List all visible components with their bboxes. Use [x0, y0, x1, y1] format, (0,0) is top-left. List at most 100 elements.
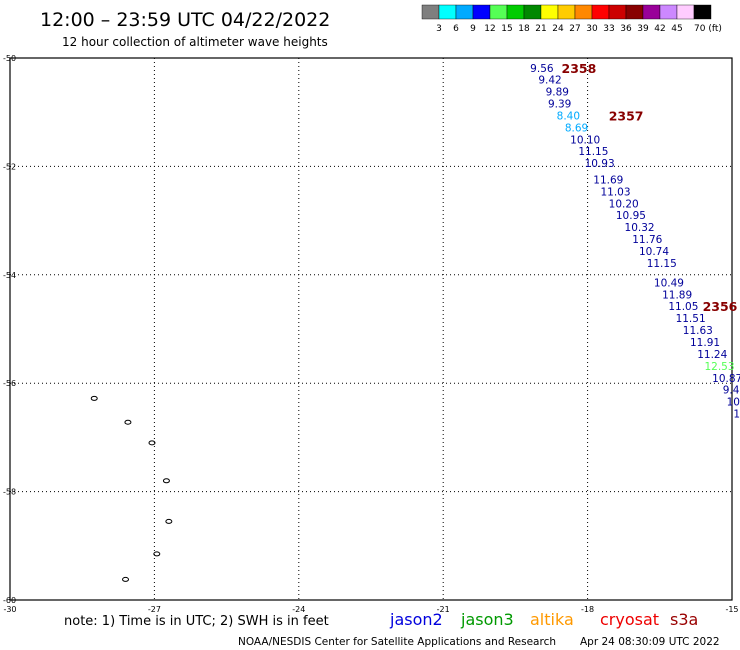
mission-name: cryosat	[600, 610, 659, 629]
longitude-label: -18	[581, 605, 594, 614]
swh-value: 10.93	[585, 158, 615, 170]
longitude-label: -30	[3, 605, 16, 614]
map-subtitle: 12 hour collection of altimeter wave hei…	[62, 35, 328, 49]
colorbar-label: 12	[484, 24, 495, 34]
mission-name: s3a	[670, 610, 698, 629]
footer-note: note: 1) Time is in UTC; 2) SWH is in fe…	[64, 614, 329, 629]
swh-value: 9.42	[538, 75, 561, 87]
colorbar-label: 70 (ft)	[694, 24, 722, 34]
mission-name: jason2	[389, 610, 443, 629]
swh-value: 12.53	[704, 361, 734, 373]
colorbar-swatch	[625, 4, 644, 20]
mission-name: altika	[530, 610, 574, 629]
island-outline	[122, 576, 130, 582]
swh-value: 11.51	[676, 313, 706, 325]
mission-legend: jason2 jason3 altika cryosat s3a	[389, 610, 698, 629]
swh-value: 9.56	[530, 63, 554, 75]
colorbar-swatch	[421, 4, 440, 20]
swh-value: 10.74	[639, 246, 669, 258]
latitude-label: -58	[3, 488, 16, 497]
altimeter-track: 9.569.429.899.398.408.6910.1011.1510.931…	[530, 63, 740, 421]
swh-value: 8.40	[557, 110, 580, 122]
footer-credit: NOAA/NESDIS Center for Satellite Applica…	[238, 636, 556, 648]
swh-value: 10.69	[733, 409, 740, 421]
island-outline	[124, 419, 132, 425]
latitude-label: -50	[3, 54, 16, 63]
south-sandwich-islands	[90, 395, 173, 582]
swh-value: 10.49	[654, 277, 684, 289]
axis-labels: -50 -52 -54 -56 -58 -60-30 -27 -24 -21 -18 -15	[3, 54, 739, 614]
swh-value: 10.95	[616, 210, 646, 222]
swh-value: 9.39	[548, 99, 571, 111]
latitude-label: -54	[3, 271, 16, 280]
swh-value: 8.69	[565, 122, 588, 134]
colorbar-label: 45	[671, 24, 682, 34]
swh-value: 11.63	[683, 325, 713, 337]
colorbar-label: 21	[535, 24, 546, 34]
colorbar-label: 18	[518, 24, 530, 34]
colorbar-label: 30	[586, 24, 598, 34]
longitude-label: -15	[725, 605, 738, 614]
colorbar-swatch	[523, 4, 542, 20]
swh-value: 9.89	[546, 87, 569, 99]
longitude-label: -21	[437, 605, 450, 614]
colorbar-swatch	[489, 4, 508, 20]
swh-value: 11.89	[662, 289, 692, 301]
island-outline	[162, 478, 170, 484]
colorbar-label: 15	[501, 24, 512, 34]
colorbar-label: 39	[637, 24, 649, 34]
colorbar-swatch	[659, 4, 678, 20]
island-outline	[153, 551, 161, 557]
colorbar-label: 24	[552, 24, 564, 34]
map-frame	[9, 57, 733, 601]
colorbar-swatch	[455, 4, 474, 20]
footer-timestamp: Apr 24 08:30:09 UTC 2022	[580, 636, 720, 648]
swh-value: 10.10	[570, 134, 600, 146]
swh-value: 10.32	[625, 222, 655, 234]
swh-value: 10.20	[609, 198, 639, 210]
latitude-label: -56	[3, 379, 16, 388]
map-title: 12:00 – 23:59 UTC 04/22/2022	[40, 9, 330, 31]
colorbar-swatch	[506, 4, 525, 20]
colorbar-label: 42	[654, 24, 665, 34]
swh-value: 11.76	[632, 234, 662, 246]
swh-value: 10.87	[712, 373, 740, 385]
colorbar-label: 9	[470, 24, 476, 34]
time-label: 2358	[562, 61, 597, 76]
colorbar-swatch	[557, 4, 576, 20]
longitude-label: -24	[292, 605, 305, 614]
colorbar-label: 27	[569, 24, 580, 34]
swh-value: 11.03	[600, 186, 630, 198]
swh-value: 11.91	[690, 337, 720, 349]
swh-value: 11.15	[578, 146, 608, 158]
latitude-label: -60	[3, 596, 16, 605]
colorbar-swatch	[693, 4, 712, 20]
longitude-label: -27	[148, 605, 161, 614]
colorbar-swatch	[574, 4, 593, 20]
swh-value: 10.36	[727, 397, 740, 409]
colorbar-swatch	[642, 4, 661, 20]
island-outline	[148, 440, 156, 446]
colorbar-label: 3	[436, 24, 442, 34]
time-label: 2356	[703, 299, 738, 314]
swh-value: 11.24	[697, 349, 727, 361]
colorbar-label: 36	[620, 24, 632, 34]
island-outline	[165, 518, 173, 524]
colorbar-swatch	[472, 4, 491, 20]
colorbar-label: 6	[453, 24, 459, 34]
swh-value: 11.15	[647, 258, 677, 270]
colorbar-swatch	[438, 4, 457, 20]
colorbar-swatch	[608, 4, 627, 20]
swh-value: 9.48	[723, 385, 740, 397]
time-label: 2357	[609, 108, 644, 123]
colorbar-legend: 3 6 9 12 15 18 21 24 27 30 33 36 39 42 45 70 (ft)	[421, 4, 722, 34]
island-outline	[90, 395, 98, 401]
colorbar-swatch	[676, 4, 695, 20]
colorbar-swatch	[591, 4, 610, 20]
colorbar-swatch	[540, 4, 559, 20]
swh-value: 11.69	[593, 174, 623, 186]
swh-value: 11.05	[668, 301, 698, 313]
mission-name: jason3	[460, 610, 514, 629]
latitude-label: -52	[3, 162, 16, 171]
